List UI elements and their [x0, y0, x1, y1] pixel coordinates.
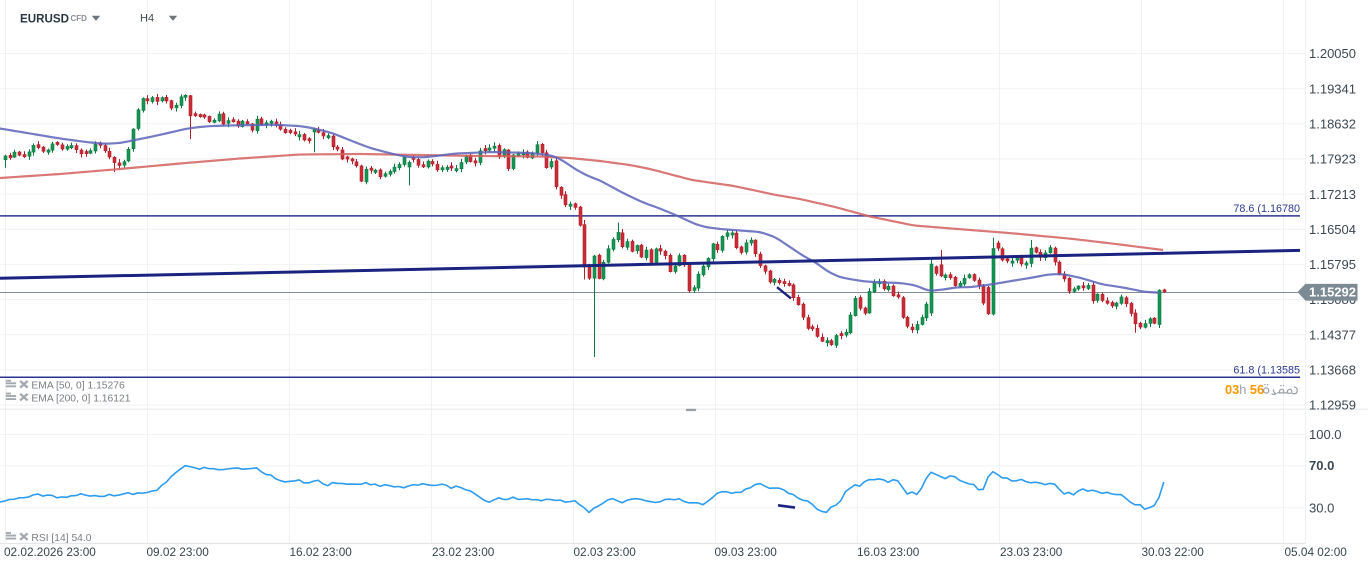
- svg-text:1.17923: 1.17923: [1309, 152, 1356, 167]
- svg-text:09.03 23:00: 09.03 23:00: [715, 545, 778, 559]
- svg-text:1.17213: 1.17213: [1309, 187, 1356, 202]
- svg-text:30.0: 30.0: [1309, 500, 1334, 515]
- svg-text:30.03 22:00: 30.03 22:00: [1142, 545, 1205, 559]
- svg-text:23.02 23:00: 23.02 23:00: [432, 545, 495, 559]
- svg-text:100.0: 100.0: [1309, 427, 1342, 442]
- svg-text:RSI [14] 54.0: RSI [14] 54.0: [31, 533, 91, 544]
- svg-text:EMA [50, 0] 1.15276: EMA [50, 0] 1.15276: [31, 381, 125, 392]
- svg-text:1.12959: 1.12959: [1309, 398, 1356, 413]
- svg-text:61.8 (1.13585: 61.8 (1.13585: [1233, 364, 1300, 376]
- svg-text:16.02 23:00: 16.02 23:00: [290, 545, 353, 559]
- svg-text:1.19341: 1.19341: [1309, 81, 1356, 96]
- svg-text:EURUSD: EURUSD: [20, 13, 69, 26]
- svg-text:03h 56: 03h 56: [1225, 382, 1264, 397]
- svg-text:CFD: CFD: [71, 14, 88, 23]
- svg-text:23.03 23:00: 23.03 23:00: [1000, 545, 1063, 559]
- svg-text:1.14377: 1.14377: [1309, 327, 1356, 342]
- svg-text:H4: H4: [140, 13, 154, 25]
- svg-text:16.03 23:00: 16.03 23:00: [857, 545, 920, 559]
- svg-text:1.20050: 1.20050: [1309, 46, 1356, 61]
- svg-text:78.6 (1.16780: 78.6 (1.16780: [1233, 203, 1300, 215]
- svg-text:1.15292: 1.15292: [1309, 285, 1356, 300]
- svg-text:EMA [200, 0] 1.16121: EMA [200, 0] 1.16121: [31, 393, 130, 404]
- svg-text:02.02.2026 23:00: 02.02.2026 23:00: [4, 545, 96, 559]
- svg-text:1.18632: 1.18632: [1309, 117, 1356, 132]
- svg-text:1.16504: 1.16504: [1309, 222, 1356, 237]
- svg-text:1.15795: 1.15795: [1309, 257, 1356, 272]
- svg-text:02.03 23:00: 02.03 23:00: [574, 545, 637, 559]
- svg-text:70.0: 70.0: [1309, 458, 1334, 473]
- svg-text:09.02 23:00: 09.02 23:00: [147, 545, 210, 559]
- svg-text:05.04 02:00: 05.04 02:00: [1285, 545, 1348, 559]
- svg-text:1.13668: 1.13668: [1309, 363, 1356, 378]
